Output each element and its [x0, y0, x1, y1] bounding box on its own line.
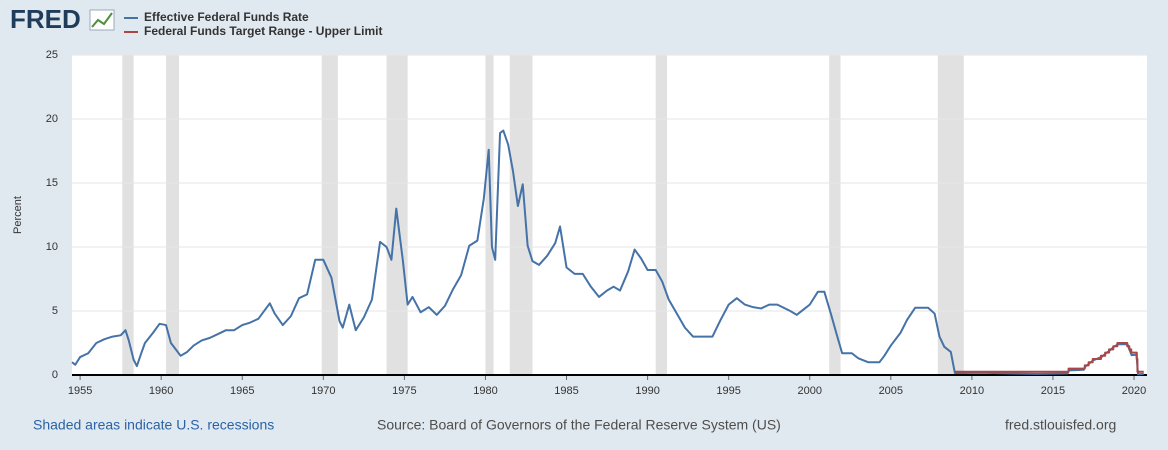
x-tick-label: 2015 [1041, 385, 1065, 397]
recession-band [509, 55, 533, 375]
legend-label: Effective Federal Funds Rate [144, 10, 309, 24]
y-tick-label: 5 [52, 305, 58, 317]
series-line [71, 129, 1144, 376]
x-tick-label: 2020 [1122, 385, 1146, 397]
y-axis-label: Percent [12, 196, 24, 234]
recession-band [655, 55, 668, 375]
legend-label: Federal Funds Target Range - Upper Limit [144, 24, 382, 38]
recession-band [937, 55, 964, 375]
x-tick-label: 1960 [149, 385, 173, 397]
recession-note[interactable]: Shaded areas indicate U.S. recessions [33, 417, 274, 433]
x-tick-label: 1980 [473, 385, 497, 397]
series-line [955, 342, 1144, 373]
x-tick-label: 1995 [716, 385, 740, 397]
y-tick-label: 15 [46, 177, 58, 189]
source-note: Source: Board of Governors of the Federa… [377, 417, 781, 433]
plot-area [72, 55, 1147, 375]
x-tick-label: 2000 [798, 385, 822, 397]
site-note[interactable]: fred.stlouisfed.org [1005, 417, 1116, 433]
x-tick-label: 2005 [879, 385, 903, 397]
x-tick-label: 1965 [230, 385, 254, 397]
recession-band [166, 55, 180, 375]
y-tick-label: 25 [46, 49, 58, 61]
recession-band [485, 55, 494, 375]
y-tick-label: 0 [52, 369, 58, 381]
x-tick-label: 1985 [554, 385, 578, 397]
y-tick-label: 20 [46, 113, 58, 125]
x-tick-label: 1955 [68, 385, 92, 397]
logo: FRED [10, 4, 81, 34]
x-tick-label: 2010 [960, 385, 984, 397]
x-tick-label: 1970 [311, 385, 335, 397]
recession-band [829, 55, 841, 375]
logo-icon [89, 9, 115, 31]
x-tick-label: 1990 [635, 385, 659, 397]
y-tick-label: 10 [46, 241, 58, 253]
recession-band [122, 55, 134, 375]
recession-band [321, 55, 338, 375]
x-tick-label: 1975 [392, 385, 416, 397]
